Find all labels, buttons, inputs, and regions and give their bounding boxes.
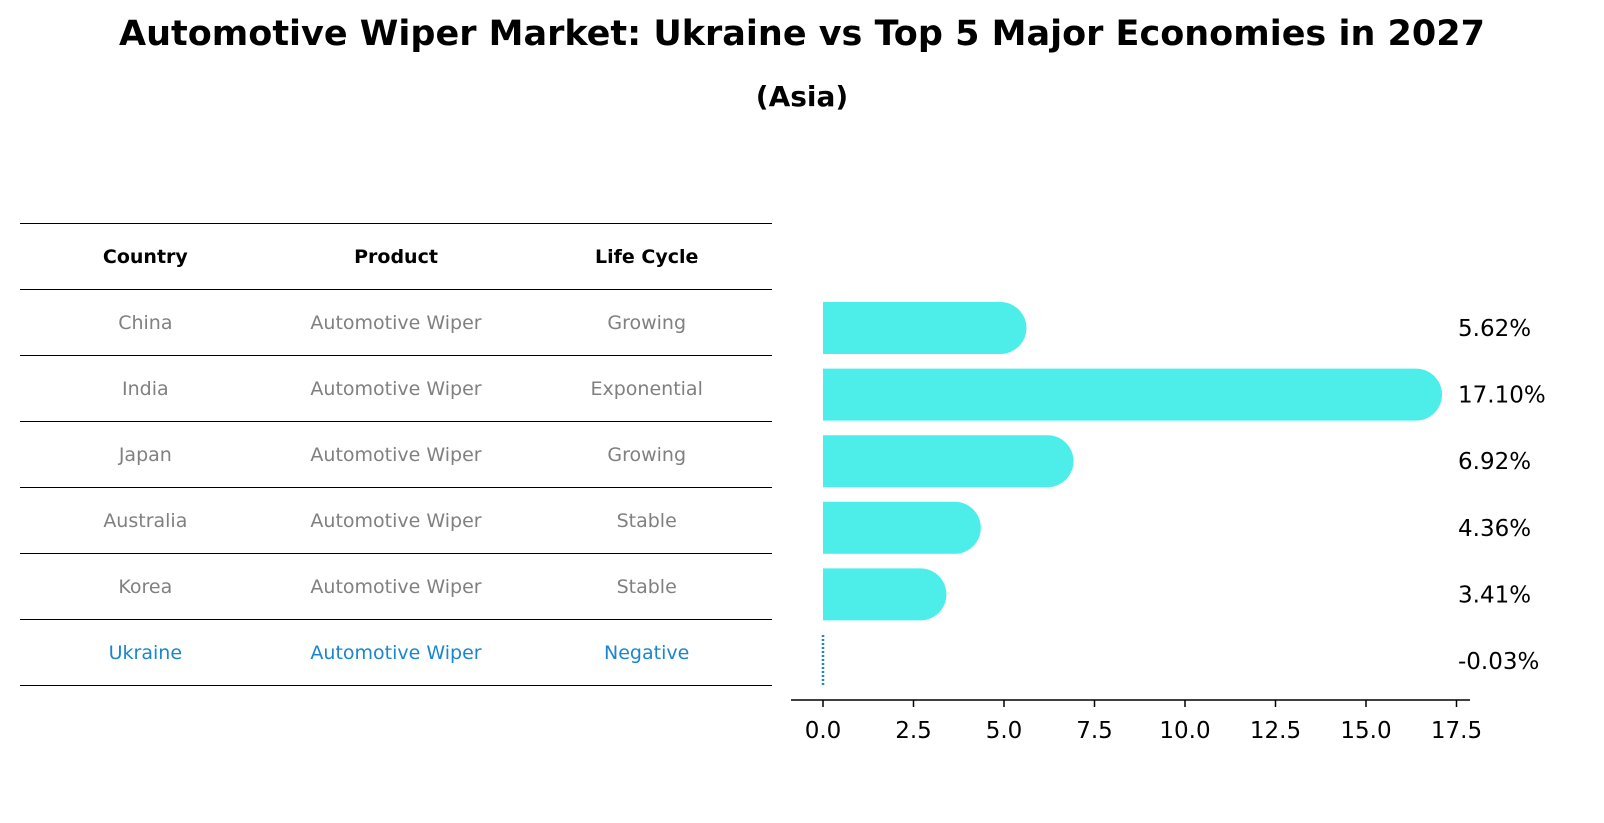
cell-product: Automotive Wiper [310, 377, 482, 400]
cell-country: Australia [103, 509, 188, 532]
data-table: Country Product Life Cycle China Automot… [20, 223, 772, 686]
cell-country: Ukraine [108, 641, 183, 664]
data-label: 6.92% [1458, 449, 1531, 475]
bar [823, 368, 1443, 421]
cell-country: Japan [118, 443, 172, 466]
bar [823, 435, 1074, 488]
bar [823, 302, 1027, 354]
bar [823, 501, 981, 554]
chart-subtitle: (Asia) [755, 80, 849, 113]
x-tick-label: 0.0 [805, 718, 842, 744]
data-label: 17.10% [1458, 383, 1546, 409]
table-header-row: Country Product Life Cycle [20, 223, 772, 289]
header-product: Product [354, 245, 438, 268]
x-tick-label: 10.0 [1159, 718, 1210, 744]
cell-life-cycle: Stable [616, 509, 677, 532]
data-label: -0.03% [1458, 649, 1539, 675]
header-life-cycle: Life Cycle [594, 245, 699, 268]
cell-life-cycle: Stable [616, 575, 677, 598]
cell-country: Korea [118, 575, 173, 598]
table-row: China Automotive Wiper Growing [20, 289, 772, 355]
table-row: Australia Automotive Wiper Stable [20, 487, 772, 553]
cell-product: Automotive Wiper [310, 443, 482, 466]
bar-chart: 5.62% 17.10% 6.92% 4.36% 3.41% -0.03% 0.0 2.5 5.… [791, 302, 1546, 744]
x-tick-label: 15.0 [1340, 718, 1391, 744]
x-tick-label: 7.5 [1076, 718, 1113, 744]
x-tick-label: 12.5 [1250, 718, 1301, 744]
cell-life-cycle: Negative [604, 641, 690, 664]
table-row: Korea Automotive Wiper Stable [20, 553, 772, 619]
table-row: India Automotive Wiper Exponential [20, 355, 772, 421]
table-row-highlight: Ukraine Automotive Wiper Negative [20, 619, 772, 686]
header-country: Country [102, 245, 188, 268]
cell-product: Automotive Wiper [310, 641, 482, 664]
bar [823, 568, 947, 621]
table-row: Japan Automotive Wiper Growing [20, 421, 772, 487]
data-label: 5.62% [1458, 316, 1531, 342]
cell-product: Automotive Wiper [310, 575, 482, 598]
chart-title: Automotive Wiper Market: Ukraine vs Top … [119, 14, 1485, 54]
x-tick-label: 2.5 [895, 718, 932, 744]
cell-product: Automotive Wiper [310, 311, 482, 334]
cell-life-cycle: Exponential [590, 377, 703, 400]
cell-product: Automotive Wiper [310, 509, 482, 532]
cell-life-cycle: Growing [607, 311, 687, 334]
x-tick-label: 5.0 [986, 718, 1023, 744]
data-label: 4.36% [1458, 516, 1531, 542]
cell-country: China [118, 311, 173, 334]
data-label: 3.41% [1458, 582, 1531, 608]
cell-country: India [122, 377, 169, 400]
x-tick-label: 17.5 [1431, 718, 1482, 744]
cell-life-cycle: Growing [607, 443, 687, 466]
